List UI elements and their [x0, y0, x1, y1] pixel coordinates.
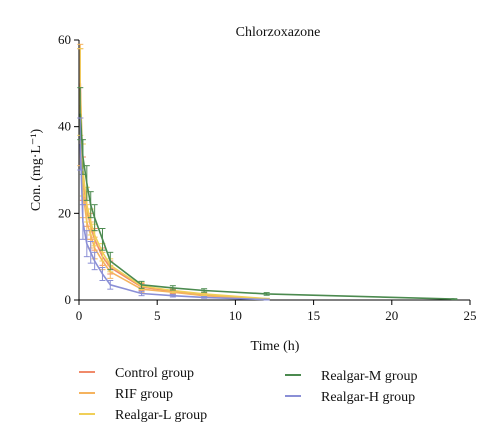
x-tick-label: 10: [229, 308, 242, 323]
legend-item: Control group: [79, 366, 194, 381]
x-tick-label: 15: [307, 308, 320, 323]
y-tick-label: 0: [65, 292, 72, 307]
series-line: [79, 83, 267, 300]
legend-item: Realgar-L group: [79, 408, 207, 423]
legend-label: Realgar-L group: [115, 408, 207, 423]
y-tick-label: 20: [58, 205, 71, 220]
series-group: [77, 43, 458, 301]
legend-item: Realgar-M group: [285, 369, 418, 384]
y-axis-title: Con. (mg·L⁻¹): [29, 128, 44, 211]
x-tick-label: 5: [154, 308, 161, 323]
series-line: [79, 143, 267, 301]
x-axis-title: Time (h): [251, 339, 300, 354]
legend-label: Control group: [115, 366, 194, 381]
legend-label: RIF group: [115, 387, 173, 402]
y-ticks: 0 20 40 60: [58, 32, 79, 307]
series-1: [77, 48, 270, 301]
series-5: [77, 117, 270, 301]
legend-item: Realgar-H group: [285, 390, 415, 405]
y-tick-label: 60: [58, 32, 71, 47]
series-line: [79, 113, 455, 300]
y-tick-label: 40: [58, 119, 71, 134]
legend: Control group RIF group Realgar-L group Rea…: [79, 366, 418, 423]
x-ticks: 0 5 10 15 20 25: [76, 300, 477, 323]
x-tick-label: 0: [76, 308, 83, 323]
legend-label: Realgar-H group: [321, 390, 415, 405]
x-tick-label: 25: [464, 308, 477, 323]
x-tick-label: 20: [385, 308, 398, 323]
series-4: [77, 87, 458, 301]
axes: [78, 40, 470, 301]
chart-title: Chlorzoxazone: [236, 25, 321, 40]
legend-item: RIF group: [79, 387, 173, 402]
legend-label: Realgar-M group: [321, 369, 418, 384]
series-line: [79, 91, 267, 300]
